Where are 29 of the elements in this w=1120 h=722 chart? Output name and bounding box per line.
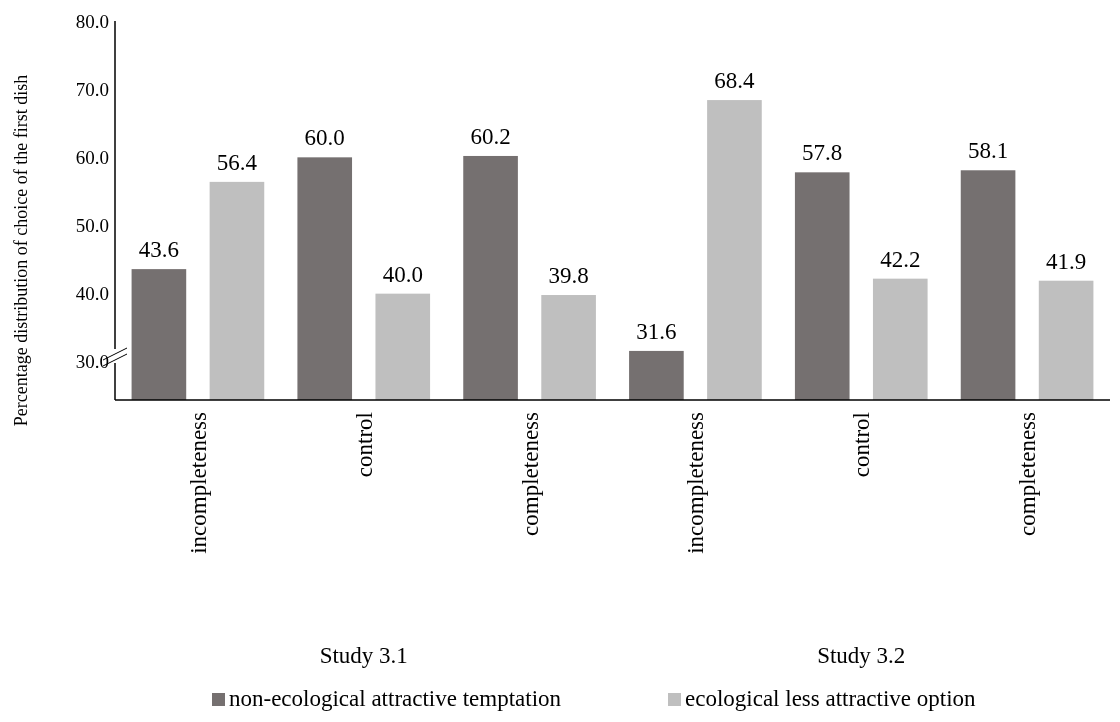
data-label: 31.6 [636, 318, 677, 344]
text: Study 3.2 [817, 643, 906, 668]
y-axis-title: Percentage distribution of choice of the first dish [11, 74, 31, 427]
y-tick-label: 80.0 [75, 10, 109, 32]
data-label: 43.6 [138, 237, 180, 263]
x-tick-label: completeness [1015, 411, 1041, 536]
data-label: 58.1 [967, 138, 1009, 164]
x-tick-label: completeness [517, 411, 543, 536]
y-tick-label: 60.0 [75, 146, 109, 168]
legend-label: ecological less attractive option [685, 686, 977, 711]
data-label: 40.0 [382, 261, 423, 287]
data-label: 68.4 [714, 68, 756, 94]
data-label: 57.8 [802, 140, 843, 166]
data-label: 56.4 [216, 149, 258, 175]
text: Study 3.1 [319, 643, 408, 668]
x-tick-label: control [849, 412, 875, 478]
data-label: 41.9 [1045, 248, 1087, 274]
y-tick-label: 30.0 [75, 351, 109, 373]
y-tick-label: 40.0 [75, 283, 109, 305]
data-label: 60.0 [304, 125, 345, 151]
y-tick-label: 70.0 [75, 78, 109, 100]
data-label: 39.8 [548, 263, 589, 289]
x-tick-label: incompleteness [185, 411, 211, 554]
data-label: 42.2 [880, 246, 921, 272]
y-tick-label: 50.0 [75, 215, 109, 237]
x-tick-label: control [351, 412, 377, 478]
data-label: 60.2 [470, 123, 511, 149]
x-tick-label: incompleteness [683, 411, 709, 554]
legend-label: non-ecological attractive temptation [229, 686, 562, 711]
